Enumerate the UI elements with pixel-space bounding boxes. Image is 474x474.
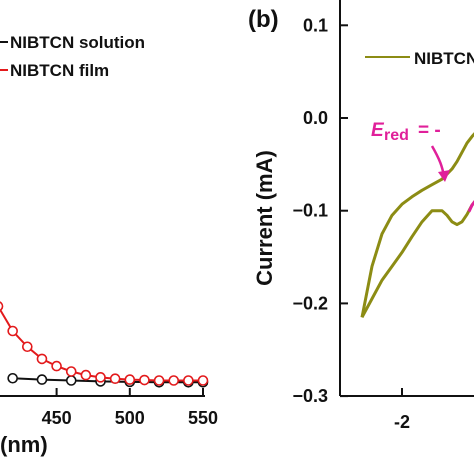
panel-a-legend: NIBTCN solution NIBTCN film [0, 33, 145, 80]
solution-point [7, 372, 18, 384]
film-point [51, 360, 62, 372]
panel-a-x-tick-label: 500 [115, 408, 145, 428]
ered-arrowhead [438, 170, 450, 182]
panel-b-x-tick-label: -2 [394, 412, 410, 432]
film-point [0, 301, 4, 312]
film-point [139, 374, 150, 386]
panel-b-y-tick-label: 0.1 [303, 15, 328, 35]
ered-suffix: = - [418, 120, 441, 141]
panel-a-x-tick-label: 450 [42, 408, 72, 428]
panel-b-x-ticks: -2 [394, 388, 410, 432]
panel-a-chart: 450 500 550 (nm) NIBTCN solution NIBTCN fi… [0, 33, 218, 457]
cv-reduction-highlight [467, 200, 474, 213]
film-point [153, 375, 165, 386]
film-point [7, 325, 18, 337]
panel-a-series [0, 301, 209, 388]
panel-b-y-ticks: 0.20.10.0−0.1−0.2−0.3 [292, 15, 348, 406]
film-point [124, 374, 136, 385]
panel-b-chart: (b) 0.20.10.0−0.1−0.2−0.3 -2 Current (mA… [248, 0, 474, 432]
panel-a-x-tick-label: 550 [188, 408, 218, 428]
panel-b-y-tick-label: −0.2 [292, 293, 328, 313]
ered-subscript: red [384, 127, 409, 144]
panel-a-x-ticks: 450 500 550 [42, 388, 218, 428]
panel-b-series [360, 132, 474, 319]
film-point [80, 369, 92, 381]
cv-curve-upper [360, 132, 474, 318]
solution-point [36, 374, 48, 385]
solution-point [65, 375, 77, 386]
film-point [109, 373, 121, 385]
ered-symbol: E [371, 120, 385, 141]
legend-film-label: NIBTCN film [10, 61, 109, 80]
film-point [197, 375, 209, 386]
panel-b-y-tick-label: 0.0 [303, 108, 328, 128]
panel-b-y-axis-label: Current (mA) [252, 150, 277, 286]
film-series-line [0, 307, 203, 382]
cv-curve-lower [360, 200, 474, 319]
film-point [36, 353, 48, 365]
film-point [183, 375, 194, 386]
panel-b-y-tick-label: −0.3 [292, 386, 328, 406]
ered-annotation: E red = - [371, 120, 450, 182]
film-point [168, 375, 180, 386]
film-point [22, 341, 33, 353]
legend-solution-label: NIBTCN solution [10, 33, 145, 52]
panel-b-legend: NIBTCN [365, 49, 474, 68]
panel-b-label: (b) [248, 6, 279, 33]
panel-a-x-axis-label: (nm) [0, 432, 48, 457]
film-point [65, 366, 77, 377]
legend-nibtcn-label: NIBTCN [414, 49, 474, 68]
film-point [95, 372, 106, 383]
panel-b-y-tick-label: −0.1 [292, 201, 328, 221]
